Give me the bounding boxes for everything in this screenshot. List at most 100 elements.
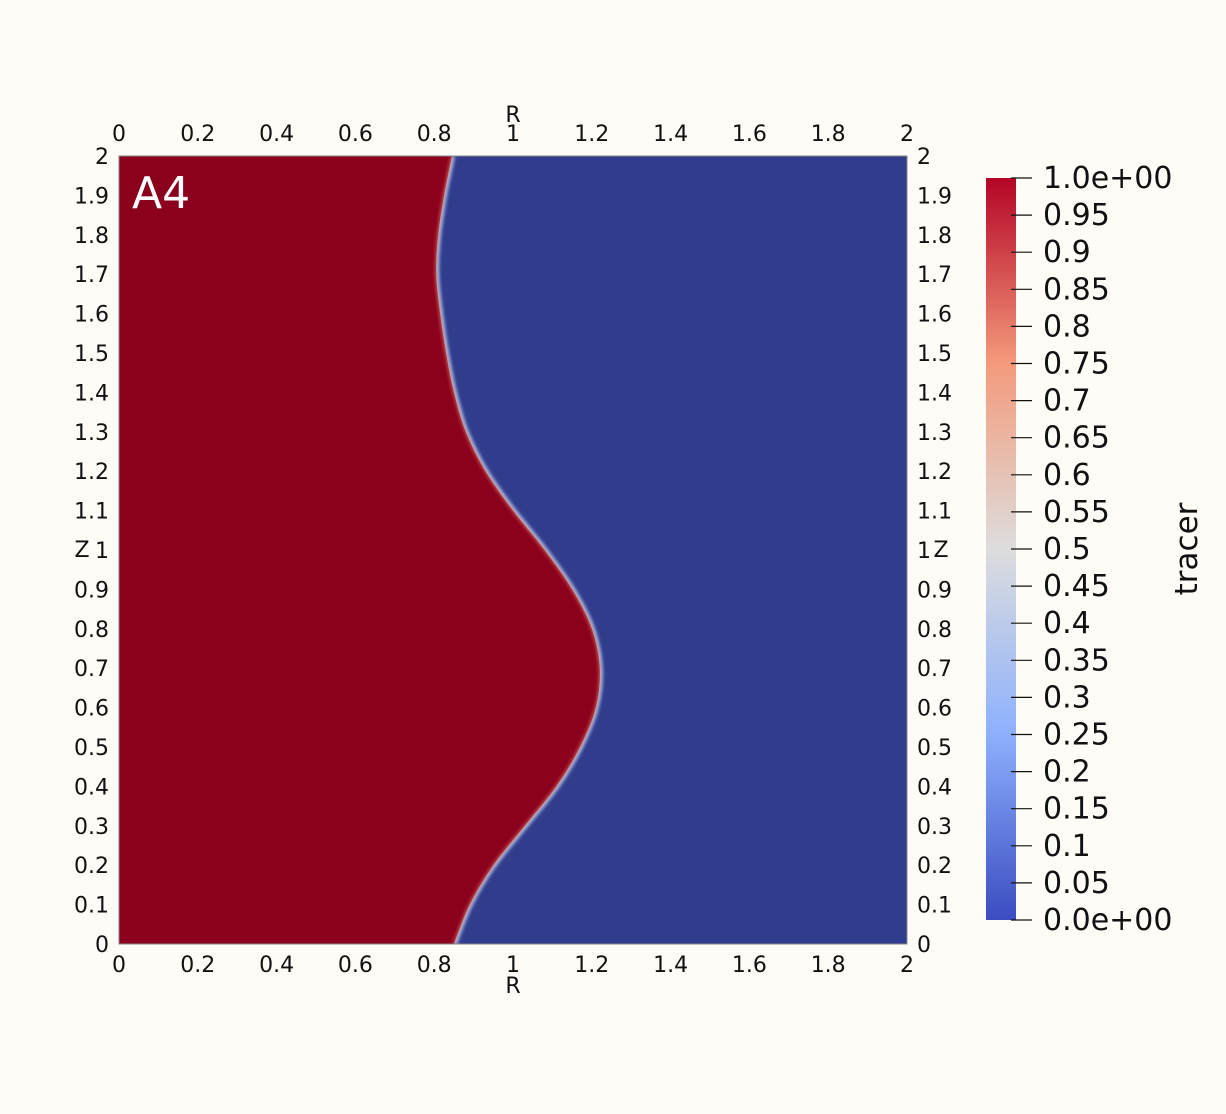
colorbar-tick-label: 0.95 bbox=[1043, 198, 1110, 233]
colorbar-tick-label: 0.45 bbox=[1043, 569, 1110, 604]
y-tick-label-left: 1.2 bbox=[74, 460, 109, 485]
y-tick-label-left: 2 bbox=[95, 145, 109, 170]
x-tick-label-top: 0.8 bbox=[417, 122, 452, 147]
x-tick-label-bottom: 0 bbox=[112, 953, 126, 978]
y-tick-label-right: 1.4 bbox=[917, 381, 952, 406]
colorbar-tick-label: 0.0e+00 bbox=[1043, 903, 1172, 938]
y-tick-label-left: 1 bbox=[95, 539, 109, 564]
inside-region bbox=[119, 156, 600, 944]
y-axis-left: 0 0.1 0.2 0.3 0.4 0.5 0.6 0.7 0.8 0.9 1 1.1 1.2 1.3 1.… bbox=[74, 145, 109, 958]
y-tick-label-right: 1.7 bbox=[917, 263, 952, 288]
y-tick-label-left: 0.7 bbox=[74, 657, 109, 682]
colorbar-tick-label: 0.55 bbox=[1043, 495, 1110, 530]
colorbar-ticks: 0.0e+000.050.10.150.20.250.30.350.40.450… bbox=[1011, 161, 1172, 938]
y-tick-label-left: 0.4 bbox=[74, 775, 109, 800]
x-tick-label-top: 0 bbox=[112, 122, 126, 147]
colorbar-tick-label: 0.15 bbox=[1043, 792, 1110, 827]
y-tick-label-left: 0.9 bbox=[74, 578, 109, 603]
interface-edge bbox=[435, 156, 601, 944]
y-tick-label-left: 1.1 bbox=[74, 500, 109, 525]
y-tick-label-right: 1.3 bbox=[917, 421, 952, 446]
x-tick-label-top: 1.6 bbox=[732, 122, 767, 147]
x-tick-label-bottom: 0.4 bbox=[259, 953, 294, 978]
colorbar-tick-label: 0.6 bbox=[1043, 458, 1091, 493]
plot-frame bbox=[118, 155, 908, 945]
y-tick-label-left: 1.3 bbox=[74, 421, 109, 446]
colorbar-tick-label: 0.3 bbox=[1043, 680, 1091, 715]
y-tick-label-left: 0.8 bbox=[74, 618, 109, 643]
x-tick-label-bottom: 1.6 bbox=[732, 953, 767, 978]
y-tick-label-right: 0.7 bbox=[917, 657, 952, 682]
x-tick-label-bottom: 1.2 bbox=[574, 953, 609, 978]
y-tick-label-right: 0.3 bbox=[917, 815, 952, 840]
y-tick-label-right: 0.6 bbox=[917, 697, 952, 722]
y-tick-label-left: 1.5 bbox=[74, 342, 109, 367]
y-tick-label-left: 1.6 bbox=[74, 303, 109, 328]
colorbar-tick-label: 0.9 bbox=[1043, 235, 1091, 270]
y-axis-right: 0 0.1 0.2 0.3 0.4 0.5 0.6 0.7 0.8 0.9 1 1.1 1.2 1.3 1.… bbox=[917, 145, 952, 958]
y-tick-label-left: 0.5 bbox=[74, 736, 109, 761]
x-tick-label-bottom: 1.8 bbox=[811, 953, 846, 978]
y-tick-label-left: 0.6 bbox=[74, 697, 109, 722]
x-tick-label-top: 2 bbox=[900, 122, 914, 147]
y-tick-label-left: 1.4 bbox=[74, 381, 109, 406]
y-tick-label-right: 0 bbox=[917, 933, 931, 958]
x-tick-label-top: 1.2 bbox=[574, 122, 609, 147]
y-tick-label-right: 1.8 bbox=[917, 224, 952, 249]
colorbar-tick-label: 0.65 bbox=[1043, 421, 1110, 456]
x-tick-label-top: 0.6 bbox=[338, 122, 373, 147]
y-tick-label-right: 1.1 bbox=[917, 500, 952, 525]
y-tick-label-left: 1.7 bbox=[74, 263, 109, 288]
y-tick-label-left: 0.2 bbox=[74, 854, 109, 879]
x-tick-label-bottom: 0.6 bbox=[338, 953, 373, 978]
x-tick-label-bottom: 0.8 bbox=[417, 953, 452, 978]
y-tick-label-right: 1.5 bbox=[917, 342, 952, 367]
colorbar-tick-label: 0.25 bbox=[1043, 718, 1110, 753]
colorbar-tick-label: 0.05 bbox=[1043, 866, 1110, 901]
x-tick-label-bottom: 1 bbox=[506, 953, 520, 978]
y-tick-label-right: 2 bbox=[917, 145, 931, 170]
colorbar-tick-label: 0.75 bbox=[1043, 347, 1110, 382]
y-tick-label-right: 0.4 bbox=[917, 775, 952, 800]
y-tick-label-right: 1.6 bbox=[917, 303, 952, 328]
x-axis-label-bottom: R bbox=[505, 974, 520, 999]
colorbar-title: tracer bbox=[1169, 502, 1205, 595]
x-tick-label-top: 0.4 bbox=[259, 122, 294, 147]
y-tick-label-right: 1 bbox=[917, 539, 931, 564]
panel-label: A4 bbox=[132, 168, 190, 219]
x-axis-label-top: R bbox=[505, 103, 520, 128]
x-axis-bottom: 0 0.2 0.4 0.6 0.8 1 1.2 1.4 1.6 1.8 2 bbox=[112, 953, 914, 978]
x-tick-label-top: 1.4 bbox=[653, 122, 688, 147]
y-tick-label-right: 0.9 bbox=[917, 578, 952, 603]
y-tick-label-left: 0 bbox=[95, 933, 109, 958]
y-tick-label-right: 0.8 bbox=[917, 618, 952, 643]
y-tick-label-left: 1.8 bbox=[74, 224, 109, 249]
y-tick-label-right: 0.5 bbox=[917, 736, 952, 761]
x-tick-label-top: 1 bbox=[506, 122, 520, 147]
y-axis-label-left: Z bbox=[74, 538, 89, 563]
colorbar-tick-label: 0.8 bbox=[1043, 309, 1091, 344]
colorbar-tick-label: 0.7 bbox=[1043, 384, 1091, 419]
plot-area: A4 bbox=[118, 155, 908, 945]
colorbar-tick-label: 0.2 bbox=[1043, 755, 1091, 790]
colorbar: 0.0e+000.050.10.150.20.250.30.350.40.450… bbox=[986, 161, 1205, 938]
y-tick-label-right: 0.1 bbox=[917, 894, 952, 919]
colorbar-tick-label: 0.35 bbox=[1043, 643, 1110, 678]
x-tick-label-top: 0.2 bbox=[180, 122, 215, 147]
y-tick-label-right: 1.2 bbox=[917, 460, 952, 485]
colorbar-tick-label: 0.1 bbox=[1043, 829, 1091, 864]
y-tick-label-right: 0.2 bbox=[917, 854, 952, 879]
x-tick-label-bottom: 0.2 bbox=[180, 953, 215, 978]
colorbar-tick-label: 0.85 bbox=[1043, 272, 1110, 307]
x-tick-label-bottom: 2 bbox=[900, 953, 914, 978]
colorbar-tick-label: 0.5 bbox=[1043, 532, 1091, 567]
colorbar-tick-label: 0.4 bbox=[1043, 606, 1091, 641]
y-tick-label-left: 0.1 bbox=[74, 894, 109, 919]
y-tick-label-left: 1.9 bbox=[74, 184, 109, 209]
y-axis-label-right: Z bbox=[933, 538, 948, 563]
y-tick-label-left: 0.3 bbox=[74, 815, 109, 840]
colorbar-tick-label: 1.0e+00 bbox=[1043, 161, 1172, 196]
x-tick-label-top: 1.8 bbox=[811, 122, 846, 147]
x-axis-top: 0 0.2 0.4 0.6 0.8 1 1.2 1.4 1.6 1.8 2 bbox=[112, 122, 914, 147]
